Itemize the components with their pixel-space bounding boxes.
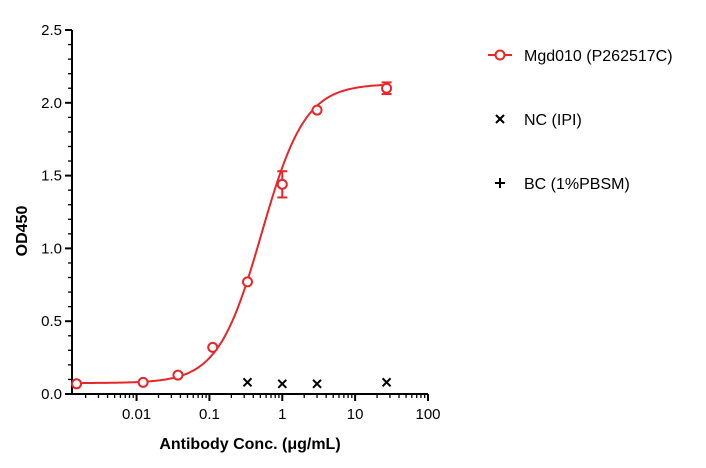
x-tick-label: 0.1 bbox=[199, 406, 220, 423]
marker-stroke bbox=[381, 377, 392, 388]
x-tick-label: 100 bbox=[415, 406, 440, 423]
legend-label: BC (1%PBSM) bbox=[524, 176, 630, 193]
data-point bbox=[494, 49, 506, 61]
axes: 0.0 0.5 1.0 1.5 2.0 2.5 0.01 0.1 1 10 100 bbox=[41, 22, 440, 423]
data-point bbox=[312, 379, 322, 389]
data-point bbox=[381, 82, 393, 94]
data-point bbox=[311, 104, 323, 116]
data-point bbox=[71, 378, 83, 390]
data-point bbox=[277, 379, 287, 389]
data-point bbox=[495, 114, 505, 124]
y-tick-label: 1.0 bbox=[41, 240, 62, 257]
data-point bbox=[276, 178, 288, 190]
x-tick-label: 10 bbox=[347, 406, 364, 423]
x-tick-label: 0.01 bbox=[122, 406, 151, 423]
marker-stroke bbox=[277, 379, 287, 389]
marker-stroke bbox=[495, 114, 505, 124]
y-tick-label: 0.5 bbox=[41, 313, 62, 330]
marker-stroke bbox=[242, 377, 253, 388]
data-point bbox=[241, 276, 253, 288]
data-point bbox=[172, 369, 184, 381]
data-point bbox=[495, 178, 505, 188]
y-tick-label: 2.5 bbox=[41, 22, 62, 39]
data-point bbox=[242, 377, 253, 388]
data-point bbox=[381, 377, 392, 388]
legend-label: Mgd010 (P262517C) bbox=[524, 48, 673, 65]
legend: Mgd010 (P262517C) NC (IPI) BC (1%PBSM) bbox=[488, 48, 673, 193]
marker-stroke bbox=[312, 379, 322, 389]
y-axis-title: OD450 bbox=[14, 206, 31, 257]
x-axis-title: Antibody Conc. (μg/mL) bbox=[159, 436, 340, 453]
data-marks bbox=[71, 81, 393, 390]
y-tick-label: 2.0 bbox=[41, 95, 62, 112]
y-tick-label: 1.5 bbox=[41, 168, 62, 185]
legend-label: NC (IPI) bbox=[524, 112, 582, 129]
data-point bbox=[137, 376, 149, 388]
fit-curve bbox=[72, 83, 390, 385]
x-tick-label: 1 bbox=[278, 406, 286, 423]
fit-curves bbox=[72, 83, 390, 385]
data-point bbox=[207, 341, 219, 353]
y-tick-label: 0.0 bbox=[41, 386, 62, 403]
